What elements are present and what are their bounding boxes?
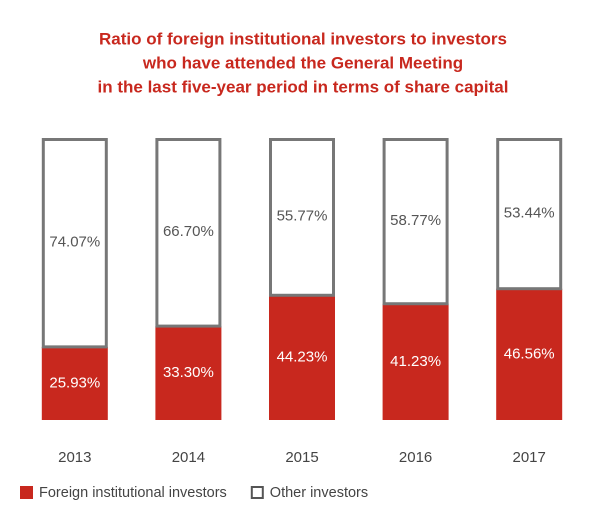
chart-title: who have attended the General Meeting [142, 53, 463, 72]
data-label: 41.23% [390, 353, 441, 370]
data-label: 33.30% [163, 364, 214, 381]
bar-segment [269, 138, 335, 297]
x-tick-label: 2015 [285, 449, 318, 466]
data-label: 66.70% [163, 223, 214, 240]
legend-label: Other investors [270, 485, 368, 501]
data-label: 25.93% [49, 374, 100, 391]
data-label: 44.23% [277, 349, 328, 366]
data-label: 74.07% [49, 233, 100, 250]
bar-segment [41, 346, 108, 420]
chart-title: in the last five-year period in terms of… [98, 77, 509, 96]
bar-segment [496, 288, 563, 420]
bar-segment [269, 295, 335, 420]
x-tick-label: 2016 [399, 449, 432, 466]
data-label: 55.77% [277, 208, 328, 225]
bar-segment [382, 303, 449, 420]
data-label: 46.56% [504, 345, 555, 362]
bar-segment [155, 326, 222, 420]
data-label: 58.77% [390, 212, 441, 229]
bar-segment [496, 138, 563, 291]
legend-swatch [20, 486, 33, 499]
bar-segment [155, 138, 222, 328]
data-label: 53.44% [504, 204, 555, 221]
legend-swatch [250, 486, 264, 499]
legend-label: Foreign institutional investors [39, 485, 227, 501]
x-tick-label: 2017 [513, 449, 546, 466]
bar-segment [41, 138, 108, 349]
bar-segment [382, 138, 449, 306]
chart-title: Ratio of foreign institutional investors… [99, 29, 507, 48]
x-tick-label: 2013 [58, 449, 91, 466]
x-tick-label: 2014 [172, 449, 205, 466]
